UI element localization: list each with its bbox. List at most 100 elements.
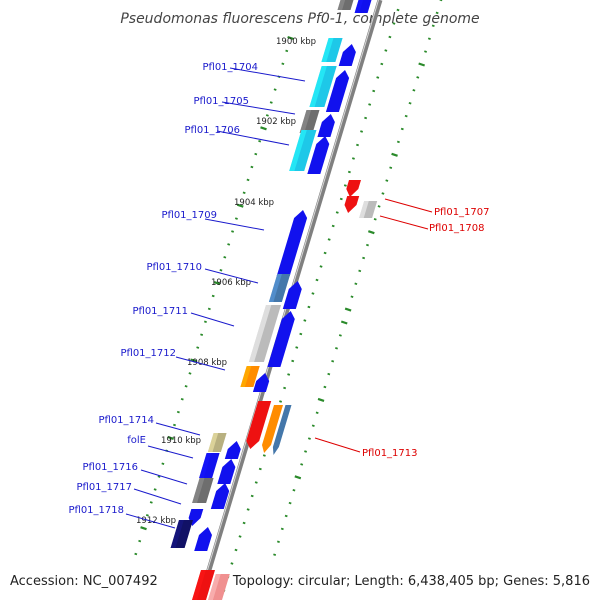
tick-mark-1 — [284, 514, 288, 518]
gene-feature-5 — [325, 70, 350, 112]
tick-mark-2 — [327, 238, 331, 241]
tick-mark-0 — [196, 346, 200, 349]
gene-feature-shade-23 — [207, 433, 219, 452]
tick-mark-2 — [368, 103, 372, 106]
tick-mark-1 — [391, 152, 398, 157]
gene-label: Pfl01_1708 — [429, 223, 485, 234]
tick-mark-0 — [176, 410, 180, 414]
gene-feature-22 — [272, 405, 292, 455]
tick-mark-1 — [400, 127, 404, 131]
tick-mark-2 — [364, 116, 368, 120]
tick-marks — [134, 0, 443, 592]
gene-feature-13 — [276, 210, 308, 276]
tick-mark-1 — [358, 269, 362, 273]
kbp-scale-labels: 1900 kbp 1902 kbp 1904 kbp 1906 kbp 1908 kbp… — [136, 37, 316, 526]
gene-label: Pfl01_1710 — [146, 262, 202, 273]
tick-mark-0 — [273, 88, 277, 91]
tick-mark-2 — [384, 49, 388, 52]
leader-line — [384, 198, 433, 213]
tick-mark-0 — [180, 397, 184, 401]
tick-mark-2 — [323, 251, 327, 255]
tick-mark-1 — [424, 50, 428, 53]
tick-mark-2 — [262, 454, 266, 457]
leader-line — [175, 356, 226, 371]
gene-feature-17 — [267, 311, 295, 367]
gene-feature-shade-2 — [321, 38, 334, 62]
tick-mark-2 — [339, 197, 343, 201]
kbp-label: 1908 kbp — [187, 358, 227, 368]
tick-mark-2 — [234, 548, 238, 552]
leader-line — [125, 513, 176, 529]
tick-mark-2 — [372, 89, 376, 93]
tick-mark-0 — [287, 35, 294, 41]
tick-mark-2 — [254, 481, 258, 484]
kbp-label: 1904 kbp — [234, 198, 274, 208]
leader-line — [190, 312, 235, 327]
tick-mark-2 — [287, 373, 291, 376]
tick-mark-2 — [347, 170, 351, 174]
tick-mark-2 — [380, 62, 384, 66]
tick-mark-1 — [311, 424, 315, 427]
tick-mark-1 — [373, 218, 377, 221]
tick-mark-1 — [389, 166, 393, 169]
tick-mark-1 — [362, 256, 366, 260]
gene-feature-28 — [210, 483, 230, 509]
tick-mark-0 — [138, 539, 142, 543]
tick-mark-2 — [356, 143, 359, 147]
tick-mark-0 — [149, 501, 153, 504]
tick-mark-0 — [269, 101, 273, 104]
gene-feature-shade-14 — [268, 274, 282, 302]
leader-line — [204, 268, 259, 284]
gene-feature-shade-27 — [192, 478, 205, 503]
leader-line — [133, 488, 182, 505]
gene-label: folE — [127, 435, 146, 446]
tick-mark-1 — [404, 114, 408, 118]
tick-mark-1 — [412, 89, 416, 92]
tick-mark-1 — [294, 475, 302, 480]
tick-mark-0 — [242, 191, 246, 195]
gene-feature-31 — [194, 527, 212, 551]
tick-mark-2 — [307, 305, 311, 309]
tick-mark-0 — [213, 281, 221, 286]
tick-mark-0 — [203, 320, 207, 324]
gene-feature-20 — [246, 401, 272, 449]
gene-features — [170, 0, 378, 600]
tick-mark-1 — [435, 11, 439, 15]
gene-feature-10 — [346, 180, 361, 197]
tick-mark-2 — [295, 346, 299, 349]
leader-line — [314, 437, 361, 453]
tick-mark-1 — [315, 411, 319, 415]
tick-mark-1 — [280, 527, 284, 531]
tick-mark-2 — [283, 386, 287, 390]
tick-mark-0 — [134, 552, 138, 556]
tick-mark-2 — [351, 157, 355, 160]
gene-feature-shade-32 — [192, 570, 206, 600]
gene-feature-shade-6 — [299, 110, 312, 133]
tick-mark-1 — [418, 62, 425, 67]
map-title: Pseudomonas fluorescens Pf0-1, complete … — [120, 11, 479, 27]
tick-mark-2 — [279, 400, 283, 403]
gene-feature-26 — [217, 459, 236, 484]
tick-mark-0 — [188, 372, 192, 375]
leader-line — [147, 445, 194, 459]
tick-mark-1 — [335, 347, 338, 350]
gene-label: Pfl01_1712 — [120, 348, 176, 359]
tick-mark-2 — [376, 76, 380, 79]
tick-mark-1 — [416, 76, 420, 79]
tick-mark-1 — [331, 359, 335, 363]
tick-mark-1 — [292, 488, 296, 492]
gene-feature-shade-25 — [199, 453, 212, 478]
tick-mark-1 — [408, 101, 412, 105]
tick-mark-0 — [223, 256, 227, 259]
gene-feature-shade-18 — [240, 366, 252, 387]
tick-mark-2 — [291, 359, 295, 363]
tick-mark-0 — [207, 307, 211, 311]
tick-mark-0 — [246, 178, 250, 182]
tick-mark-2 — [360, 130, 364, 133]
tick-mark-2 — [238, 535, 242, 538]
tick-mark-0 — [265, 114, 269, 117]
tick-mark-2 — [303, 319, 307, 322]
tick-mark-0 — [219, 268, 223, 272]
tick-mark-1 — [385, 179, 389, 182]
tick-mark-2 — [335, 211, 339, 214]
